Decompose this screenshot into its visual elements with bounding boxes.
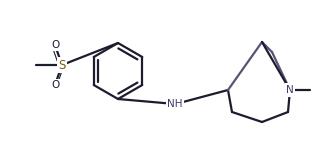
Text: S: S (58, 59, 66, 72)
Text: NH: NH (167, 99, 183, 109)
Text: O: O (51, 80, 59, 90)
Text: O: O (51, 40, 59, 50)
Text: N: N (286, 85, 294, 95)
